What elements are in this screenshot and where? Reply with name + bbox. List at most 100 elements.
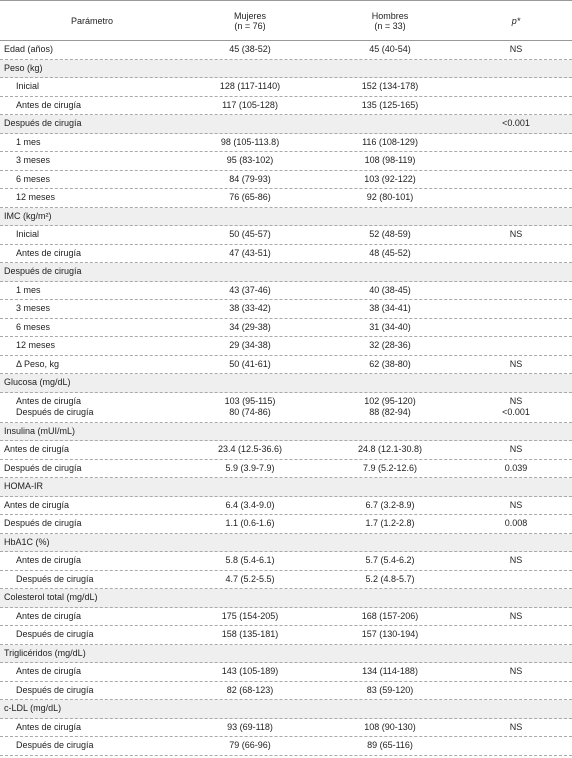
cell: 1 mes (0, 285, 180, 296)
cell: 152 (134-178) (320, 81, 460, 92)
cell: Colesterol total (mg/dL) (0, 592, 180, 603)
cell: 62 (38-80) (320, 359, 460, 370)
cell-text: 38 (34-41) (369, 303, 411, 314)
cell-text: 45 (38-52) (229, 44, 271, 55)
cell: 5.7 (5.4-6.2) (320, 555, 460, 566)
table-row: Antes de cirugía 6.4 (3.4-9.0) 6.7 (3.2-8.… (0, 497, 572, 515)
cell: 143 (105-189) (180, 666, 320, 677)
cell-text: 6.7 (3.2-8.9) (365, 499, 415, 510)
cell-text: NS (509, 555, 523, 566)
cell-text: 5.2 (4.8-5.7) (365, 573, 415, 584)
cell-text: 3 meses (16, 303, 51, 314)
cell-text: 23.4 (12.5-36.6) (217, 444, 283, 455)
cell-text: Después de cirugía (16, 407, 94, 417)
cell-text: Después de cirugía (4, 518, 82, 529)
cell: 103 (95-115) 80 (74-86) (180, 396, 320, 418)
cell: 103 (92-122) (320, 174, 460, 185)
cell: Insulina (mUI/mL) (0, 426, 180, 437)
cell-text: 95 (83-102) (226, 155, 274, 166)
cell: 7.9 (5.2-12.6) (320, 463, 460, 474)
cell: 43 (37-46) (180, 285, 320, 296)
header-text: (n = 76) (234, 20, 266, 31)
cell-text: Después de cirugía (4, 462, 82, 473)
cell-text: 1 mes (16, 284, 41, 295)
cell-text: 5.8 (5.4-6.1) (225, 555, 275, 566)
table-row: Δ Peso, kg 50 (41-61) 62 (38-80) NS (0, 356, 572, 374)
cell-text: Antes de cirugía (16, 555, 82, 566)
section-row: Después de cirugía (0, 263, 572, 282)
cell-text: 5.7 (5.4-6.2) (365, 555, 415, 566)
cell: 32 (28-36) (320, 340, 460, 351)
cell: HOMA-IR (0, 481, 180, 492)
cell-text: Después de cirugía (16, 629, 94, 640)
cell: Glucosa (mg/dL) (0, 377, 180, 388)
cell-text: 47 (43-51) (229, 247, 271, 258)
cell: Después de cirugía (0, 266, 180, 277)
section-row: Glucosa (mg/dL) (0, 374, 572, 393)
cell: Después de cirugía (0, 518, 180, 529)
cell-text: 4.7 (5.2-5.5) (225, 573, 275, 584)
cell: Después de cirugía (0, 685, 180, 696)
table-row: 12 meses 29 (34-38) 32 (28-36) (0, 337, 572, 356)
section-row: Peso (kg) (0, 59, 572, 78)
section-row: IMC (kg/m²) (0, 207, 572, 226)
cell-text: 50 (41-61) (229, 358, 271, 369)
cell: 38 (33-42) (180, 303, 320, 314)
cell: 117 (105-128) (180, 100, 320, 111)
header-cell: Mujeres (n = 76) (180, 1, 320, 40)
cell: 3 meses (0, 155, 180, 166)
table-row: 6 meses 34 (29-38) 31 (34-40) (0, 319, 572, 337)
cell: Antes de cirugía (0, 248, 180, 259)
cell-text: 134 (114-188) (362, 666, 418, 677)
cell: 79 (66-96) (180, 740, 320, 751)
cell-text: 0.039 (504, 462, 528, 473)
cell: 135 (125-165) (320, 100, 460, 111)
cell: NS (460, 444, 572, 455)
section-row: c-LDL (mg/dL) (0, 700, 572, 719)
cell-text: 3 meses (16, 155, 51, 166)
cell-text: 157 (130-194) (361, 629, 419, 640)
cell-text: Δ Peso, kg (16, 358, 60, 369)
table-row: Antes de cirugía 5.8 (5.4-6.1) 5.7 (5.4-6.… (0, 552, 572, 571)
cell: 108 (98-119) (320, 155, 460, 166)
cell-text: 50 (45-57) (229, 229, 271, 240)
cell-text: 5.9 (3.9-7.9) (225, 462, 275, 473)
table-row: Antes de cirugía 117 (105-128) 135 (125-16… (0, 97, 572, 115)
cell-text: 48 (45-52) (369, 247, 411, 258)
cell-text: c-LDL (mg/dL) (4, 703, 62, 714)
cell-text: Antes de cirugía (16, 610, 82, 621)
cell: 0.008 (460, 518, 572, 529)
cell-text: 88 (82-94) (369, 407, 411, 417)
table-row: Antes de cirugía 47 (43-51) 48 (45-52) (0, 245, 572, 263)
section-row: Colesterol total (mg/dL) (0, 589, 572, 608)
cell: Después de cirugía (0, 629, 180, 640)
cell: 102 (95-120) 88 (82-94) (320, 396, 460, 418)
cell-text: Inicial (16, 229, 40, 240)
section-row: Insulina (mUI/mL) (0, 422, 572, 441)
cell-text: 82 (68-123) (226, 684, 274, 695)
table-row: Después de cirugía 79 (66-96) 89 (65-116) (0, 737, 572, 756)
cell: 89 (65-116) (320, 740, 460, 751)
table-row: Antes de cirugía 23.4 (12.5-36.6) 24.8 (12… (0, 441, 572, 460)
cell: 1 mes (0, 137, 180, 148)
cell: 24.8 (12.1-30.8) (320, 444, 460, 455)
cell-text: 12 meses (16, 340, 56, 351)
cell-text: 24.8 (12.1-30.8) (357, 444, 423, 455)
cell: NS (460, 44, 572, 55)
cell: 6 meses (0, 174, 180, 185)
cell-text: 152 (134-178) (361, 81, 419, 92)
cell-text: Antes de cirugía (16, 99, 82, 110)
cell: Después de cirugía (0, 463, 180, 474)
cell-text: 6 meses (16, 321, 51, 332)
cell: HbA1C (%) (0, 537, 180, 548)
cell: Inicial (0, 229, 180, 240)
cell: 38 (34-41) (320, 303, 460, 314)
cell-text: Colesterol total (mg/dL) (4, 592, 98, 603)
cell: 50 (41-61) (180, 359, 320, 370)
cell-text: <0.001 (502, 407, 530, 417)
table-row: Inicial 50 (45-57) 52 (48-59) NS (0, 226, 572, 245)
cell-text: 32 (28-36) (369, 340, 411, 351)
cell-text: Después de cirugía (16, 740, 94, 751)
cell-text: 29 (34-38) (229, 340, 271, 351)
